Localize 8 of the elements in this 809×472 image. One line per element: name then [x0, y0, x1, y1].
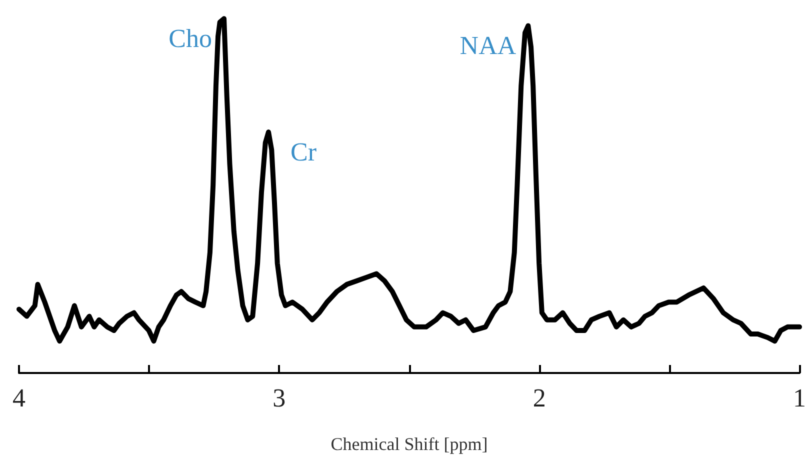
- x-axis-title: Chemical Shift [ppm]: [330, 434, 488, 454]
- x-tick-label: 3: [272, 384, 286, 412]
- x-tick-label: 1: [793, 384, 806, 412]
- annotation: Cho: [168, 24, 212, 54]
- x-tick-label: 2: [532, 384, 546, 412]
- x-tick-label: 4: [12, 384, 26, 412]
- annotation: Cr: [290, 138, 317, 167]
- annotation: NAA: [460, 31, 516, 60]
